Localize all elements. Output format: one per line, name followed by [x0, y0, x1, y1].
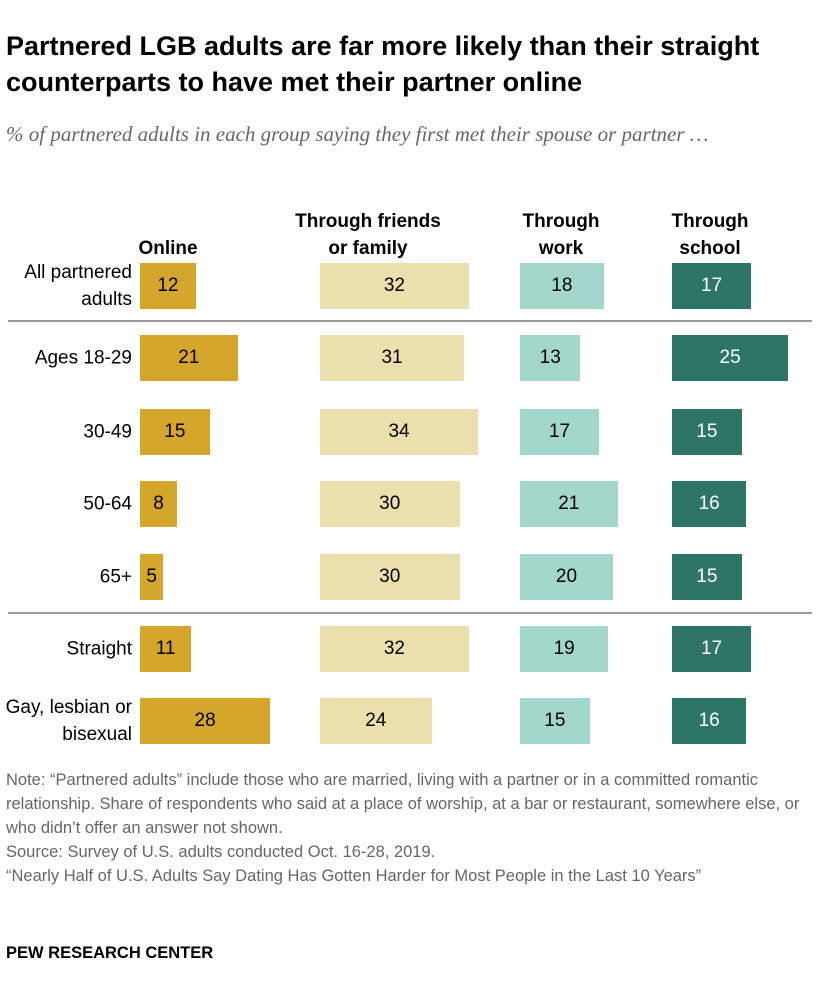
category-label: 65+ [99, 566, 132, 588]
bar [320, 626, 469, 672]
separator [8, 320, 812, 322]
bar [140, 335, 238, 381]
bar [672, 626, 752, 672]
value-label: 24 [365, 710, 387, 731]
bar [320, 335, 465, 381]
category-label: Straight [66, 638, 132, 660]
bar [320, 554, 460, 600]
category-label: 30-49 [83, 421, 132, 443]
bar [520, 335, 581, 381]
notes: Note: “Partnered adults” include those w… [6, 768, 816, 888]
bar [520, 481, 618, 527]
value-label: 15 [544, 710, 566, 731]
source: PEW RESEARCH CENTER [6, 944, 214, 962]
legend-label: Through friends or family [295, 211, 441, 259]
bar [672, 335, 789, 381]
bar [140, 698, 271, 744]
category-label: Ages 18-29 [34, 347, 132, 369]
legend-label: Through school [671, 211, 749, 259]
bar [520, 626, 609, 672]
value-label: 30 [379, 493, 401, 514]
bar [520, 409, 600, 455]
bar [520, 698, 590, 744]
bar [140, 481, 178, 527]
bar [672, 554, 742, 600]
legend-label: Online [138, 238, 198, 259]
value-label: 19 [553, 638, 575, 659]
bar [140, 409, 210, 455]
value-label: 16 [698, 493, 720, 514]
note: Note: “Partnered adults” include those w… [6, 771, 800, 837]
bar [320, 481, 460, 527]
bar [140, 554, 164, 600]
legend-label: Through work [522, 211, 600, 259]
chart-title: Partnered LGB adults are far more likely… [6, 31, 760, 97]
note: “Nearly Half of U.S. Adults Say Dating H… [6, 867, 702, 885]
value-label: 34 [388, 421, 410, 442]
value-label: 17 [700, 275, 723, 296]
bar [672, 698, 747, 744]
value-label: 32 [383, 638, 405, 659]
bar [672, 263, 752, 309]
value-label: 13 [539, 347, 561, 368]
bar [140, 626, 192, 672]
value-label: 16 [698, 710, 720, 731]
value-label: 21 [558, 493, 580, 514]
bar [320, 409, 479, 455]
value-label: 28 [194, 710, 216, 731]
value-label: 15 [696, 421, 718, 442]
bar [672, 409, 742, 455]
value-label: 32 [383, 275, 405, 296]
category-label: Gay, lesbian or bisexual [5, 697, 132, 745]
value-label: 5 [146, 566, 157, 587]
value-label: 30 [379, 566, 401, 587]
bar [520, 263, 604, 309]
value-label: 21 [178, 347, 200, 368]
bar [672, 481, 747, 527]
value-label: 15 [696, 566, 718, 587]
chart-subtitle: % of partnered adults in each group sayi… [6, 122, 709, 146]
bar [320, 263, 469, 309]
category-label: All partnered adults [24, 262, 132, 310]
value-label: 11 [155, 638, 176, 659]
value-label: 20 [555, 566, 578, 587]
value-label: 8 [153, 493, 164, 514]
bar [140, 263, 196, 309]
note: Source: Survey of U.S. adults conducted … [6, 843, 436, 861]
bar [520, 554, 613, 600]
value-label: 18 [551, 275, 573, 296]
value-label: 15 [164, 421, 186, 442]
value-label: 17 [548, 421, 571, 442]
bar [320, 698, 432, 744]
value-label: 31 [381, 347, 403, 368]
value-label: 25 [719, 347, 741, 368]
category-label: 50-64 [83, 493, 132, 515]
value-label: 17 [700, 638, 723, 659]
value-label: 12 [157, 275, 179, 296]
separator [8, 612, 812, 614]
